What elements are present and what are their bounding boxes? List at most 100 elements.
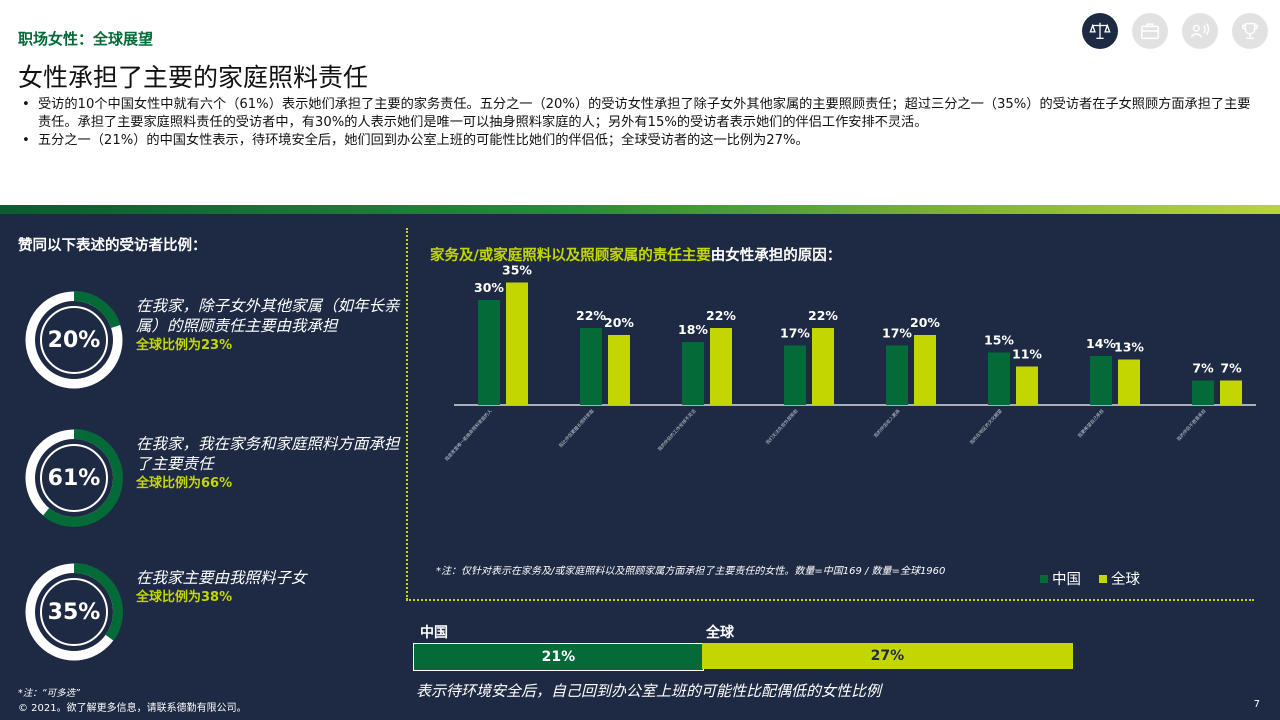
- legend-item-global: 全球: [1099, 568, 1140, 589]
- bar-value-label: 11%: [1012, 347, 1042, 362]
- copyright: © 2021。欲了解更多信息，请联系德勤有限公司。: [18, 703, 247, 714]
- bar-value-label: 15%: [984, 333, 1014, 348]
- bar-value-label: 30%: [474, 280, 504, 295]
- stat-description: 在我家，我在家务和家庭照料方面承担了主要责任 全球比例为66%: [136, 434, 406, 494]
- top-nav: [1082, 13, 1268, 49]
- x-tick-label: 我所在地区的文化期望: [968, 407, 1004, 445]
- bar-global: [1220, 380, 1242, 405]
- bar-global: [1016, 366, 1038, 405]
- legend-label: 全球: [1111, 572, 1140, 588]
- chart-title: 家务及/或家庭照料以及照顾家属的责任主要由女性承担的原因：: [430, 244, 841, 265]
- summary-bullets: 受访的10个中国女性中就有六个（61%）表示她们承担了主要的家务责任。五分之一（…: [22, 96, 1252, 150]
- legend-label: 中国: [1052, 572, 1081, 588]
- section-kicker: 职场女性：全球展望: [18, 30, 154, 48]
- donut-inner-ring: [40, 306, 108, 374]
- dotted-divider-vertical: [406, 228, 408, 600]
- donut-ring: [24, 428, 124, 528]
- bar-value-label: 7%: [1220, 361, 1242, 376]
- bullet-item: 五分之一（21%）的中国女性表示，待环境安全后，她们回到办公室上班的可能性比她们…: [22, 132, 1252, 150]
- legend-swatch: [1099, 574, 1107, 583]
- bar-china: [784, 345, 806, 405]
- gradient-divider: [0, 205, 1280, 214]
- bar-china: [988, 352, 1010, 405]
- donut-arc: [73, 563, 123, 641]
- stat-description: 在我家，除子女外其他家属（如年长亲属）的照顾责任主要由我承担 全球比例为23%: [136, 296, 406, 356]
- donut-ring: [24, 562, 124, 662]
- bar-value-label: 14%: [1086, 336, 1116, 351]
- stat-global: 全球比例为66%: [136, 476, 233, 491]
- chart-title-rest: 由女性承担的原因：: [710, 248, 842, 264]
- chart-title-highlight: 家务及/或家庭照料以及照顾家属的责任主要: [430, 248, 711, 264]
- footnote: *注：“可多选”: [18, 688, 81, 699]
- donut-inner-ring: [40, 578, 108, 646]
- stat-text: 在我家，除子女外其他家属（如年长亲属）的照顾责任主要由我承担: [136, 297, 400, 335]
- x-tick-label: 我的伴侣的工作安排不灵活: [656, 407, 698, 452]
- bar-value-label: 22%: [706, 308, 736, 323]
- x-tick-label: 我的伴侣收入更高: [872, 407, 902, 439]
- legend-item-china: 中国: [1040, 568, 1081, 589]
- x-tick-label: 我们无法负担外部帮助: [764, 407, 800, 445]
- header-area: 职场女性：全球展望 女性承担了主要的家庭照料责任 受访的10个中国女性中就有六个…: [0, 0, 1280, 205]
- chart-legend: 中国 全球: [1040, 568, 1140, 589]
- hbar-label-china: 中国: [420, 625, 448, 641]
- stat-percent: 35%: [47, 599, 101, 625]
- donut-ring: [24, 290, 124, 390]
- bar-china: [580, 328, 602, 405]
- bar-china: [682, 342, 704, 405]
- balance-scale-icon[interactable]: [1082, 13, 1118, 49]
- hbar-china: 21%: [413, 643, 704, 671]
- bar-china: [1192, 380, 1214, 405]
- x-tick-label: 我的伴侣不愿意承担: [1175, 407, 1208, 442]
- donut-arc: [73, 291, 121, 329]
- content-panel: [0, 214, 1280, 720]
- bar-global: [608, 335, 630, 405]
- chart-note: *注：仅针对表示在家务及/或家庭照料以及照顾家属方面承担了主要责任的女性。数量=…: [436, 566, 946, 577]
- bar-global: [710, 328, 732, 405]
- trophy-icon[interactable]: [1232, 13, 1268, 49]
- stat-global: 全球比例为38%: [136, 590, 233, 605]
- speaking-person-icon[interactable]: [1182, 13, 1218, 49]
- left-heading: 赞同以下表述的受访者比例：: [18, 238, 207, 254]
- bar-value-label: 18%: [678, 322, 708, 337]
- bar-china: [478, 300, 500, 405]
- x-tick-label: 我更希望自己承担: [1076, 407, 1106, 439]
- briefcase-icon[interactable]: [1132, 13, 1168, 49]
- bar-value-label: 20%: [910, 315, 940, 330]
- bar-value-label: 35%: [502, 265, 532, 278]
- bar-global: [1118, 359, 1140, 405]
- stat-item-childcare: 35% 在我家主要由我照料子女 全球比例为38%: [24, 562, 404, 666]
- bar-china: [886, 345, 908, 405]
- bar-value-label: 22%: [576, 308, 606, 323]
- hbar-value: 27%: [870, 648, 905, 664]
- bar-global: [506, 282, 528, 405]
- bar-value-label: 13%: [1114, 340, 1144, 355]
- hbar-global: 27%: [701, 643, 1073, 669]
- stat-item-housework: 61% 在我家，我在家务和家庭照料方面承担了主要责任 全球比例为66%: [24, 428, 404, 532]
- page-title: 女性承担了主要的家庭照料责任: [18, 63, 369, 92]
- hbar-label-global: 全球: [706, 625, 734, 641]
- bar-value-label: 17%: [780, 326, 810, 341]
- bar-value-label: 7%: [1192, 361, 1214, 376]
- bar-value-label: 20%: [604, 315, 634, 330]
- dotted-divider-horizontal: [406, 599, 1254, 601]
- bar-china: [1090, 356, 1112, 405]
- stat-text: 在我家主要由我照料子女: [136, 569, 307, 587]
- bar-value-label: 17%: [882, 326, 912, 341]
- stat-item-eldercare: 20% 在我家，除子女外其他家属（如年长亲属）的照顾责任主要由我承担 全球比例为…: [24, 290, 404, 394]
- stat-description: 在我家主要由我照料子女 全球比例为38%: [136, 568, 406, 608]
- donut-arc: [42, 429, 123, 527]
- stat-text: 在我家，我在家务和家庭照料方面承担了主要责任: [136, 435, 400, 473]
- bullet-item: 受访的10个中国女性中就有六个（61%）表示她们承担了主要的家务责任。五分之一（…: [22, 96, 1252, 132]
- reasons-bar-chart: 30%35%我是家里唯一能抽身照料家庭的人22%20%我比伴侣更擅长照料家庭18…: [443, 265, 1256, 463]
- bar-global: [812, 328, 834, 405]
- donut-inner-ring: [40, 444, 108, 512]
- bar-global: [914, 335, 936, 405]
- hbar-caption: 表示待环境安全后，自己回到办公室上班的可能性比配偶低的女性比例: [416, 682, 882, 700]
- bar-value-label: 22%: [808, 308, 838, 323]
- stat-percent: 61%: [47, 465, 101, 491]
- stat-global: 全球比例为23%: [136, 338, 233, 353]
- x-tick-label: 我比伴侣更擅长照料家庭: [557, 407, 596, 449]
- stat-percent: 20%: [47, 327, 101, 353]
- page-number: 7: [1253, 699, 1260, 710]
- x-tick-label: 我是家里唯一能抽身照料家庭的人: [443, 407, 494, 462]
